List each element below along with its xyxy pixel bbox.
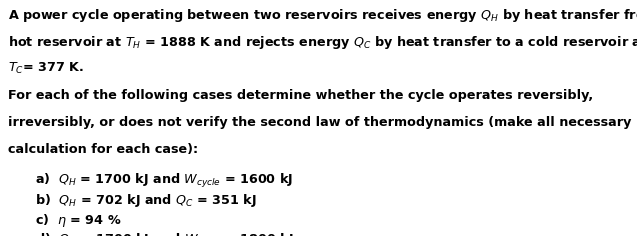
- Text: d)  $Q_H$ = 1700 kJ and $W_{cycle}$ = 1800 kJ: d) $Q_H$ = 1700 kJ and $W_{cycle}$ = 180…: [35, 232, 294, 236]
- Text: calculation for each case):: calculation for each case):: [8, 143, 197, 156]
- Text: irreversibly, or does not verify the second law of thermodynamics (make all nece: irreversibly, or does not verify the sec…: [8, 116, 631, 129]
- Text: b)  $Q_H$ = 702 kJ and $Q_C$ = 351 kJ: b) $Q_H$ = 702 kJ and $Q_C$ = 351 kJ: [35, 192, 257, 209]
- Text: a)  $Q_H$ = 1700 kJ and $W_{cycle}$ = 1600 kJ: a) $Q_H$ = 1700 kJ and $W_{cycle}$ = 160…: [35, 172, 293, 190]
- Text: $T_C$= 377 K.: $T_C$= 377 K.: [8, 61, 84, 76]
- Text: A power cycle operating between two reservoirs receives energy $Q_H$ by heat tra: A power cycle operating between two rese…: [8, 7, 637, 24]
- Text: hot reservoir at $T_H$ = 1888 K and rejects energy $Q_C$ by heat transfer to a c: hot reservoir at $T_H$ = 1888 K and reje…: [8, 34, 637, 51]
- Text: For each of the following cases determine whether the cycle operates reversibly,: For each of the following cases determin…: [8, 88, 593, 101]
- Text: c)  $\eta$ = 94 %: c) $\eta$ = 94 %: [35, 212, 122, 229]
